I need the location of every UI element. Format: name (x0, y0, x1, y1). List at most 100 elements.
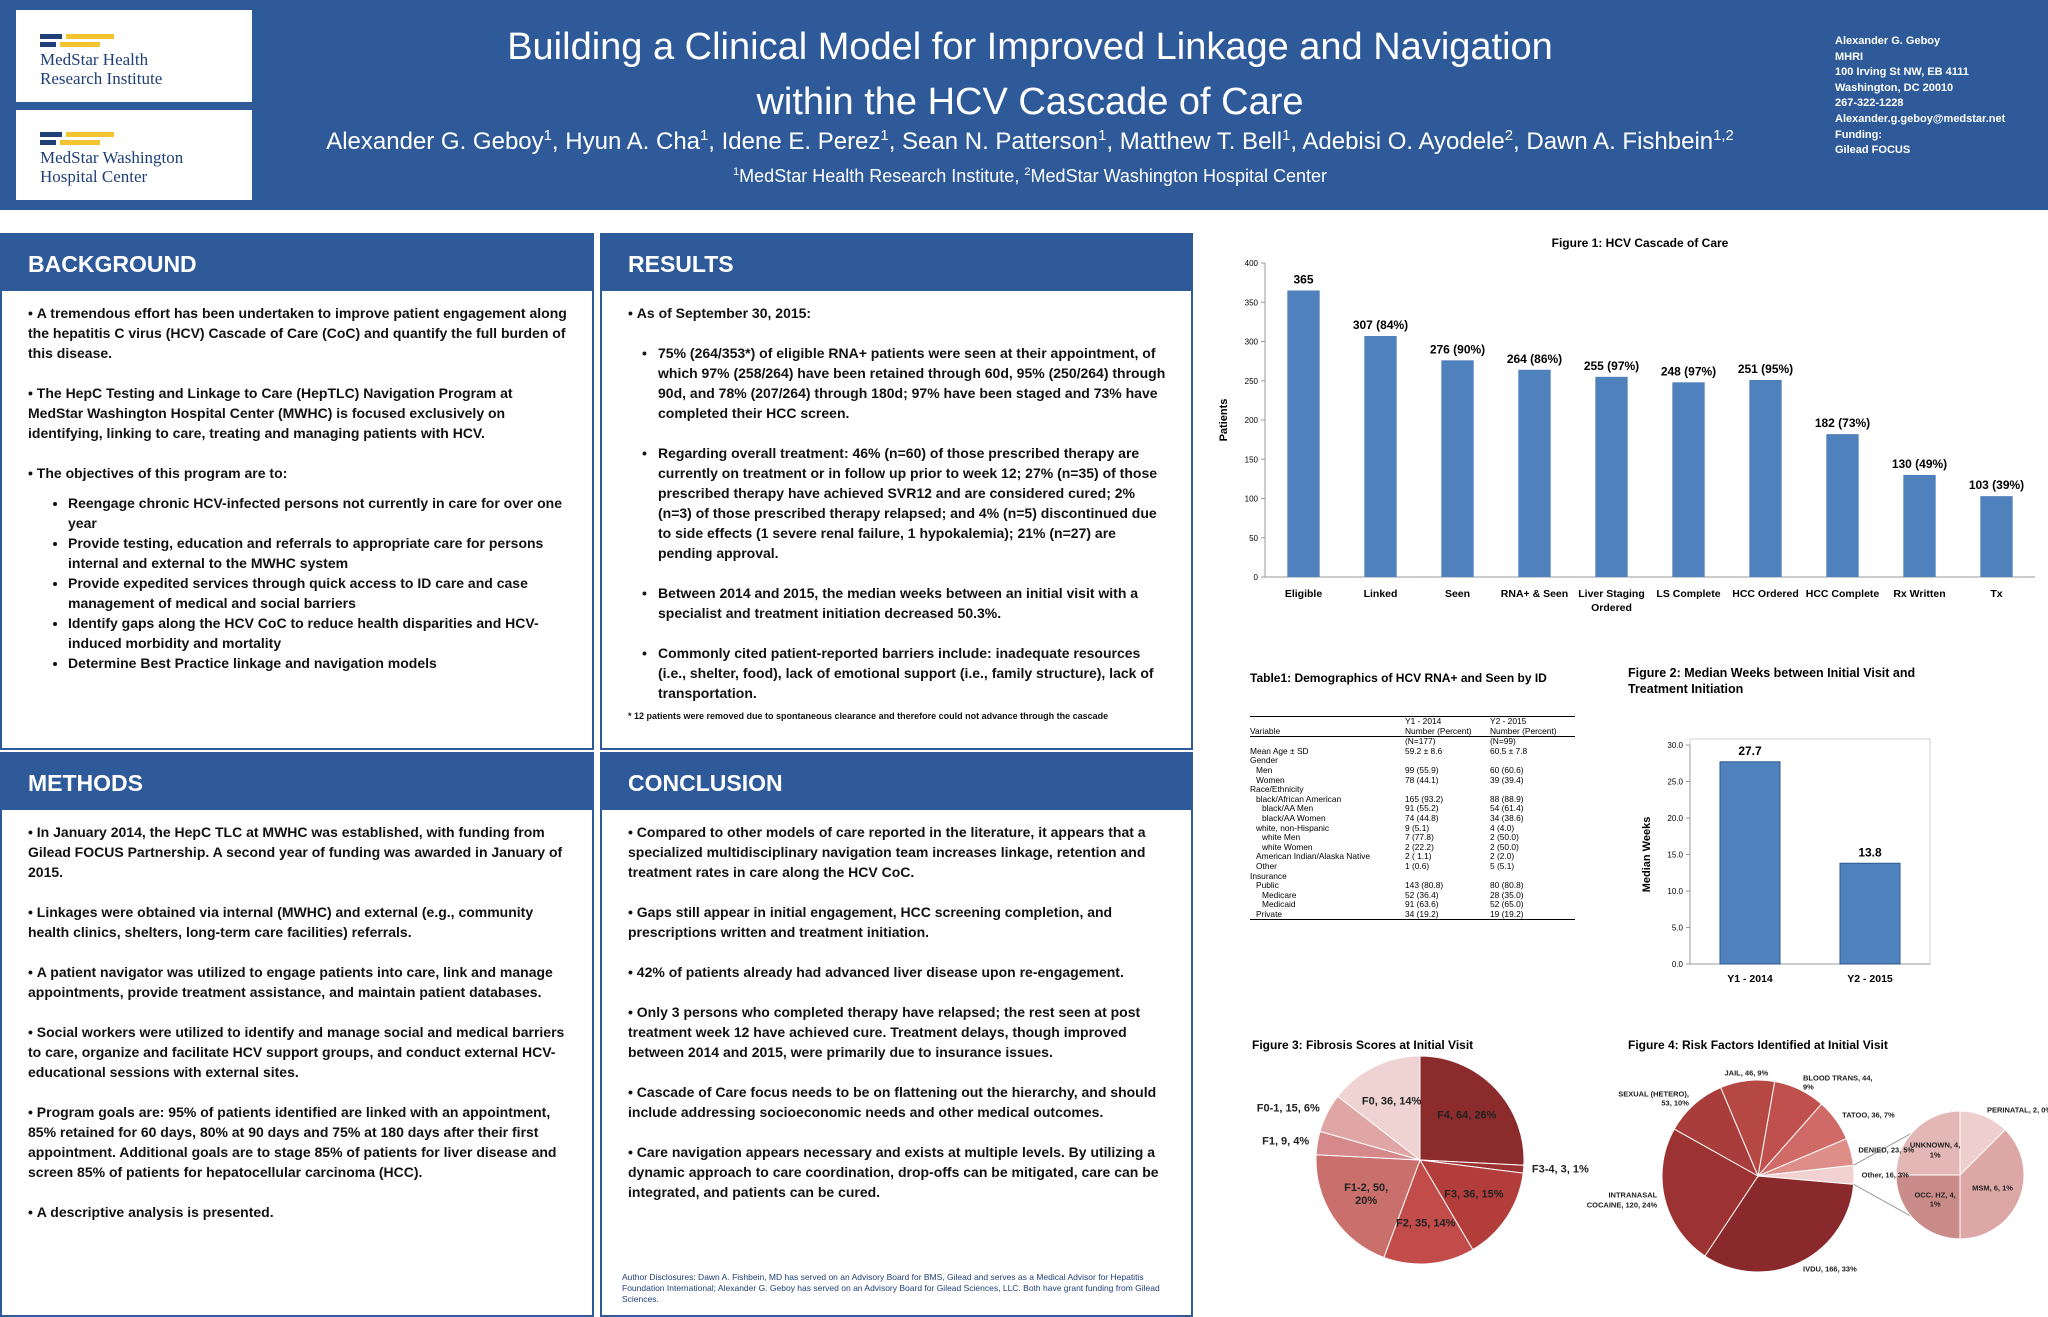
row-label: white, non-Hispanic (1256, 822, 1330, 833)
x-tick-label: RNA+ & Seen (1500, 588, 1569, 600)
result-item: Commonly cited patient-reported barriers… (642, 643, 1169, 703)
x-tick-label: Y1 - 2014 (1727, 973, 1773, 985)
x-tick-label: Linked (1363, 588, 1398, 600)
affiliation: 2MedStar Washington Hospital Center (1024, 166, 1327, 186)
section-heading: RESULTS (602, 235, 1191, 291)
affiliation-number: 1 (732, 166, 740, 178)
contact-line: Washington, DC 20010 (1835, 81, 1954, 94)
data-label: PERINATAL, 2, 0% (1986, 1105, 2048, 1115)
table-cell: 19 (19.2) (1490, 909, 1575, 921)
author: Idene E. Perez1 (722, 128, 902, 155)
table-cell: 2 ( 1.1) (1405, 851, 1432, 862)
table-cell: 80 (80.8) (1490, 880, 1524, 891)
contact-line: 267-322-1228 (1835, 97, 1904, 110)
objective: Provide expedited services through quick… (68, 573, 570, 613)
x-tick-label: Eligible (1284, 588, 1323, 600)
paragraph: Compared to other models of care reporte… (628, 822, 1169, 882)
bar (1826, 434, 1859, 577)
x-tick-label: Seen (1444, 588, 1471, 600)
table-row: Medicare 52 (36.4) 28 (35.0) (1250, 889, 1575, 901)
author-name: Idene E. Perez (721, 128, 881, 155)
pie-slice (1895, 1110, 1961, 1176)
paragraph: As of September 30, 2015: (628, 303, 1169, 323)
x-tick-label: LS Complete (1656, 588, 1721, 600)
author-name: Hyun A. Cha (565, 128, 701, 155)
authors: Alexander G. Geboy1Hyun A. Cha 1 Idene E. … (210, 128, 1850, 156)
author: Alexander G. Geboy1 (326, 128, 565, 155)
value-label: 276 (90%) (1430, 342, 1485, 356)
pie-slice (1419, 1055, 1525, 1166)
table-row: Gender (1250, 756, 1575, 766)
value-label: 248 (97%) (1661, 364, 1716, 378)
x-tick-label: Liver Staging Ordered (1578, 588, 1645, 614)
paragraph: Program goals are: 95% of patients ident… (28, 1102, 570, 1182)
pie-slice (1959, 1129, 2025, 1240)
section-body: A tremendous effort has been undertaken … (2, 291, 592, 673)
author: Sean N. Patterson1 (902, 128, 1120, 155)
author: Adebisi O. Ayodele2 (1302, 128, 1526, 155)
y-tick-label: 250 (1245, 377, 1259, 386)
contact-line: MHRI (1835, 50, 1864, 63)
paragraph: A descriptive analysis is presented. (28, 1202, 570, 1222)
data-label: MSM, 6, 1% (1972, 1183, 2013, 1193)
chart: Figure 4: Risk Factors Identified at Ini… (1628, 1038, 2025, 1273)
data-label: F3, 36, 15% (1444, 1188, 1504, 1201)
paragraph: The objectives of this program are to: (28, 463, 570, 483)
row-label: black/African American (1256, 793, 1342, 804)
variable-header: Variable (1250, 726, 1405, 738)
table-cell: 28 (35.0) (1490, 889, 1524, 900)
table-row: white Men 7 (77.8) 2 (50.0) (1250, 833, 1575, 843)
author: Matthew T. Bell1 (1120, 128, 1303, 155)
contact-line: 100 Irving St NW, EB 4111 (1835, 66, 1969, 79)
bar (1980, 496, 2013, 577)
table-row: white Women 2 (22.2) 2 (50.0) (1250, 842, 1575, 853)
data-label: F2, 35, 14% (1396, 1217, 1456, 1230)
y-tick-label: 400 (1245, 259, 1259, 268)
table-row: Private 34 (19.2) 19 (19.2) (1250, 909, 1575, 921)
contact: Alexander G. Geboy MHRI 100 Irving St NW, … (1835, 34, 2005, 159)
pie-slice (1419, 1159, 1524, 1251)
methods-section: METHODS In January 2014, the HepC TLC at… (0, 752, 594, 1317)
data-label: F1, 9, 4% (1262, 1135, 1310, 1148)
row-label: Medicare (1262, 889, 1297, 900)
table-cell: 74 (44.8) (1405, 812, 1439, 823)
logo-text: MedStar Washington Hospital Center (40, 148, 183, 186)
y-tick-label: 200 (1245, 416, 1259, 425)
logo-line: MedStar Washington (40, 148, 184, 167)
table-cell (1250, 715, 1405, 727)
pie-slice (1720, 1079, 1776, 1178)
objective: Determine Best Practice linkage and navi… (68, 653, 570, 673)
table-cell: 91 (63.6) (1405, 899, 1439, 910)
table-row: Public 143 (80.8) 80 (80.8) (1250, 880, 1575, 891)
table-header-row: (N=177) (N=99) (1250, 736, 1575, 747)
row-label: Other (1256, 860, 1277, 871)
author-name: Sean N. Patterson (902, 128, 1099, 155)
y-tick-label: 15.0 (1667, 851, 1683, 860)
bar (1719, 761, 1781, 965)
paragraph: 42% of patients already had advanced liv… (628, 962, 1169, 982)
chart-title: Figure 4: Risk Factors Identified at Ini… (1628, 1038, 1888, 1052)
table-row: Medicaid 91 (63.6) 52 (65.0) (1250, 900, 1575, 910)
y-tick-label: 300 (1245, 338, 1259, 347)
author: Dawn A. Fishbein1,2 (1526, 128, 1733, 155)
value-label: 182 (73%) (1815, 416, 1870, 430)
contact-line: Alexander G. Geboy (1835, 35, 1941, 47)
row-label: Mean Age ± SD (1250, 745, 1309, 756)
table-cell: 34 (38.6) (1490, 812, 1524, 823)
logo-line: MedStar Health (40, 50, 149, 69)
table-cell: 54 (61.4) (1490, 803, 1524, 814)
data-label: DENIED, 23, 5% (1858, 1145, 1915, 1155)
figure-3: Figure 3: Fibrosis Scores at Initial Vis… (1240, 1035, 1610, 1310)
row-label: American Indian/Alaska Native (1256, 851, 1371, 862)
author-affiliation: 1 (1282, 128, 1291, 144)
value-label: 13.8 (1858, 845, 1882, 859)
affiliation-number: 2 (1024, 166, 1031, 178)
y-axis-label: Patients (1218, 399, 1230, 442)
table-cell: 39 (39.4) (1490, 774, 1524, 785)
header: MedStar Health Research Institute MedStar… (0, 0, 2048, 210)
logo-text: MedStar Health Research Institute (40, 50, 162, 88)
bar (1287, 290, 1320, 577)
figure-4: Figure 4: Risk Factors Identified at Ini… (1587, 1035, 2048, 1310)
y-axis-label: Median Weeks (1641, 817, 1653, 893)
paragraph: Cascade of Care focus needs to be on fla… (628, 1082, 1169, 1122)
